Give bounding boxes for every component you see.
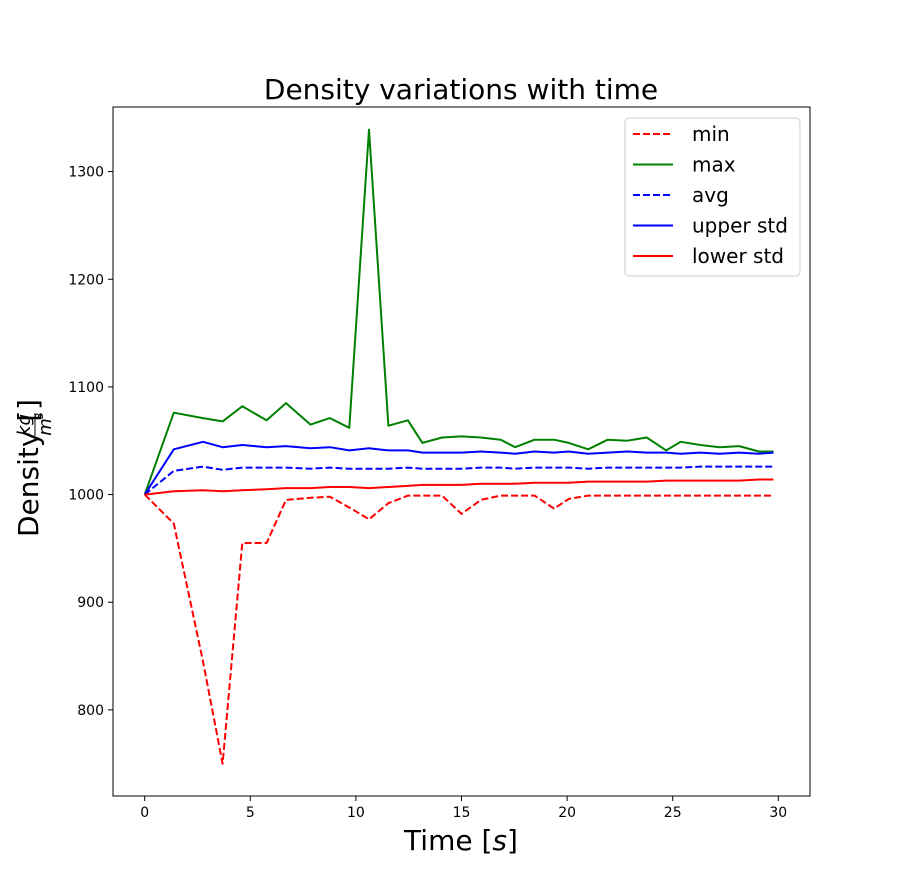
series-line-upper-std [143,440,774,496]
series-line-min [143,493,774,765]
series-line-avg [144,465,774,496]
legend-label-lower-std: lower std [692,244,784,268]
legend-label-min: min [692,122,730,146]
svg-text:kg: kg [14,414,35,436]
chart-title: Density variations with time [264,73,658,106]
y-axis-ticks: 800 900 1000 1100 1200 1300 [68,165,113,719]
x-tick-label: 5 [246,805,255,821]
legend-label-max: max [692,153,736,177]
chart-legend: min max avg upper std lower std [624,117,801,277]
x-tick-label: 30 [769,805,787,821]
x-tick-label: 20 [558,805,576,821]
legend-label-avg: avg [692,183,729,207]
svg-text:]: ] [12,399,45,410]
y-tick-label: 1100 [68,380,104,396]
x-tick-label: 10 [347,805,365,821]
y-tick-label: 1300 [68,165,104,181]
svg-text:3: 3 [33,413,46,420]
svg-text:Density [: Density [ [12,411,45,537]
series-line-max [143,128,774,495]
x-axis-ticks: 0 5 10 15 20 25 30 [140,796,787,821]
legend-label-upper-std: upper std [692,214,788,238]
x-tick-label: 0 [140,805,149,821]
x-tick-label: 15 [453,805,471,821]
series-line-lower-std [144,478,774,496]
legend-box [624,117,801,277]
series-layer [143,128,774,765]
y-axis-title: Density [ kg m 3 ] [12,399,56,537]
y-tick-label: 800 [77,703,104,719]
y-tick-label: 1200 [68,272,104,288]
x-axis-title: Time [s] [403,824,518,857]
y-tick-label: 900 [77,595,104,611]
y-tick-label: 1000 [68,488,104,504]
plot-area [112,106,811,797]
svg-text:m: m [35,418,56,436]
x-tick-label: 25 [664,805,682,821]
